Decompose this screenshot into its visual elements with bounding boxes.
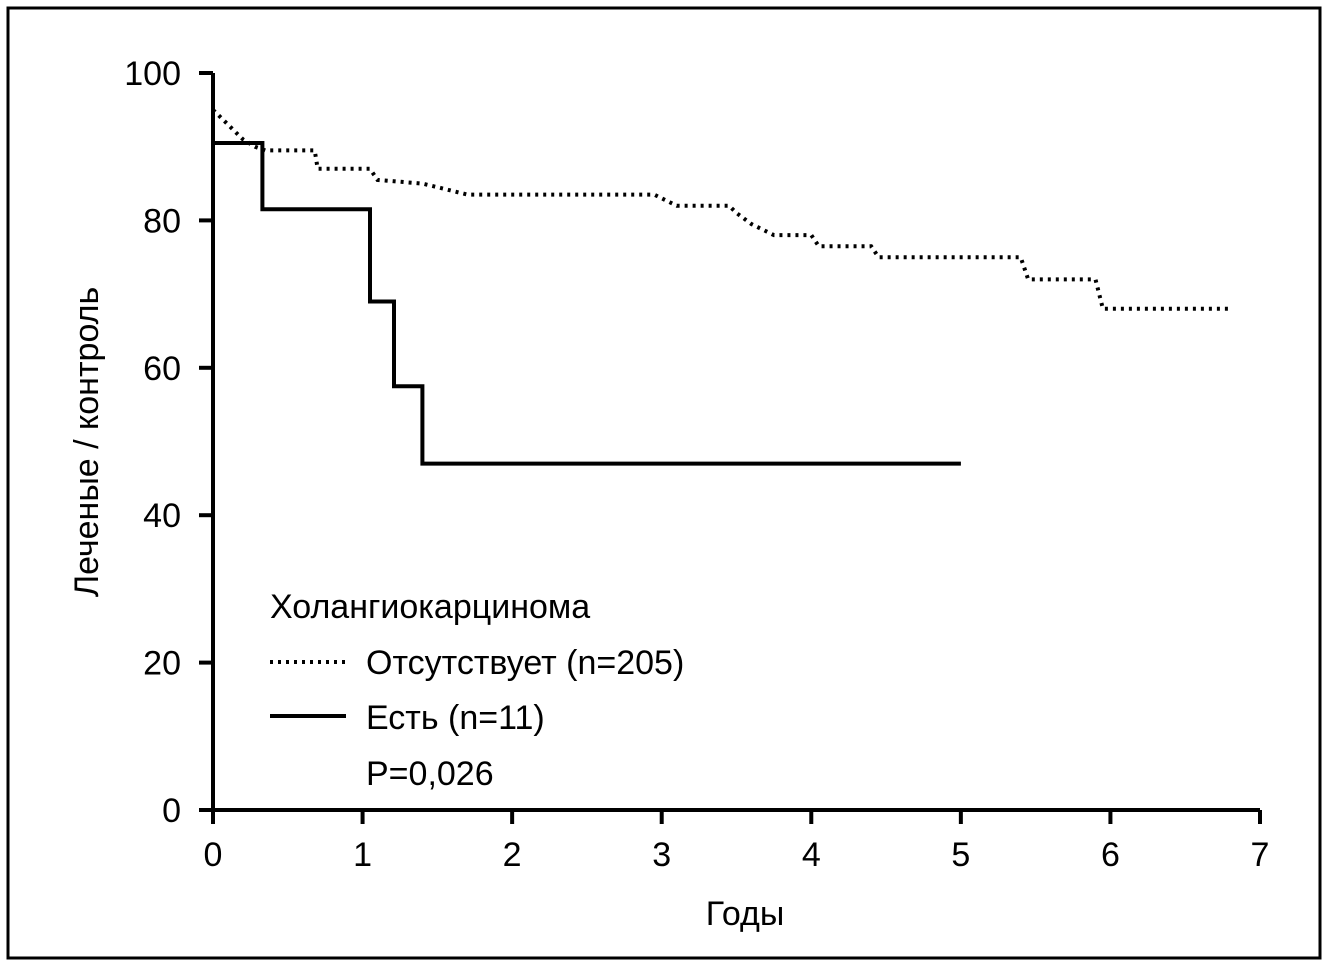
y-tick-label: 80 <box>143 202 181 240</box>
legend-label-present: Есть (n=11) <box>366 699 545 737</box>
series-layer <box>211 108 1231 466</box>
y-tick-label: 100 <box>124 55 181 93</box>
y-tick-label: 60 <box>143 350 181 388</box>
x-tick-label: 2 <box>503 836 522 874</box>
legend-label-absent: Отсутствует (n=205) <box>366 644 684 682</box>
y-tick-label: 20 <box>143 645 181 683</box>
y-tick-label: 0 <box>162 792 181 830</box>
x-tick-label: 1 <box>353 836 372 874</box>
x-tick-label: 3 <box>652 836 671 874</box>
legend: Холангиокарцинома Отсутствует (n=205) Ес… <box>270 588 684 793</box>
x-tick-label: 6 <box>1101 836 1120 874</box>
legend-title: Холангиокарцинома <box>270 588 590 626</box>
y-tick-label: 40 <box>143 497 181 535</box>
series-line-present <box>213 141 961 466</box>
x-tick-label: 0 <box>204 836 223 874</box>
x-axis-title: Годы <box>706 895 785 933</box>
x-ticks: 0 1 2 3 4 5 6 7 <box>204 810 1270 874</box>
x-tick-label: 7 <box>1251 836 1270 874</box>
x-tick-label: 5 <box>951 836 970 874</box>
y-ticks: 0 20 40 60 80 100 <box>124 55 213 830</box>
p-value-annotation: P=0,026 <box>366 755 494 793</box>
x-tick-label: 4 <box>802 836 821 874</box>
y-axis-title: Леченые / контроль <box>68 287 106 597</box>
figure-border <box>6 6 1322 960</box>
